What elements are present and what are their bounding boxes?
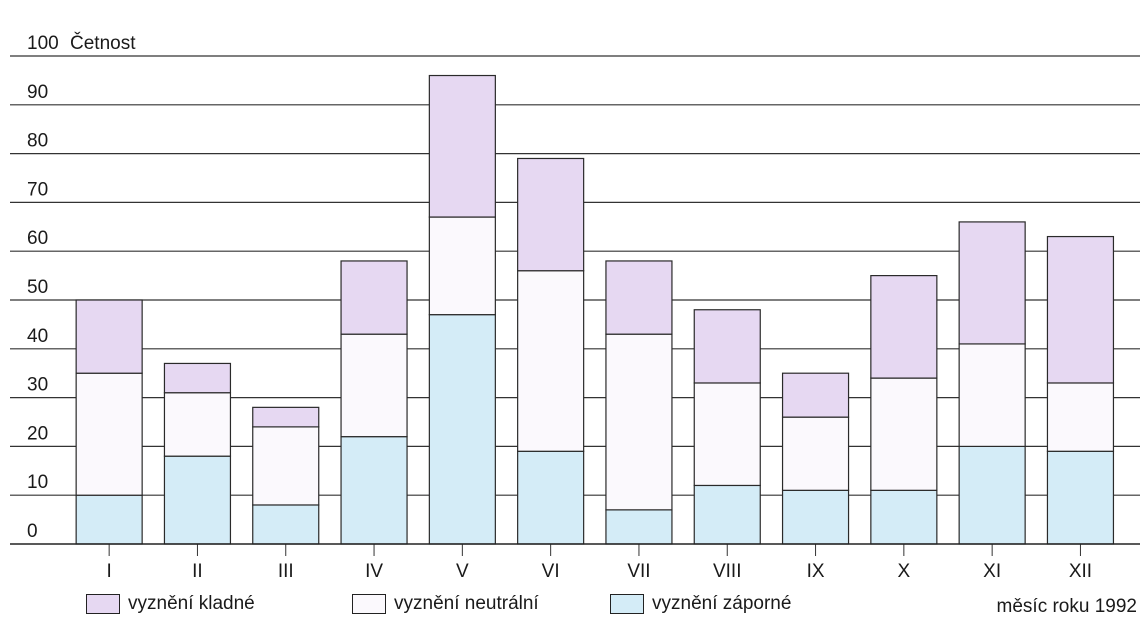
- legend-swatch-positive: [86, 594, 120, 614]
- bar-segment-XII-s1: [1046, 382, 1115, 452]
- bar-segment-X-s2: [870, 275, 938, 379]
- bar-segment-VII-s0: [605, 509, 673, 545]
- bar-segment-IX-s2: [781, 372, 850, 418]
- x-tick-label-I: I: [107, 561, 112, 582]
- y-tick-label-0: 0: [27, 521, 38, 542]
- bar-segment-III-s2: [252, 406, 320, 428]
- bar-segment-VIII-s0: [693, 484, 761, 545]
- bar-segment-XI-s2: [958, 221, 1026, 345]
- bar-segment-VI-s1: [517, 270, 585, 452]
- bar-segment-X-s0: [870, 489, 938, 545]
- x-tick-label-XI: XI: [983, 561, 1001, 582]
- bar-segment-I-s2: [75, 299, 143, 374]
- x-tick-label-VI: VI: [542, 561, 560, 582]
- legend-item-neutral: vyznění neutrální: [352, 590, 539, 618]
- y-tick-label-100: 100: [27, 33, 59, 54]
- y-tick-label-90: 90: [27, 82, 48, 103]
- bar-segment-II-s2: [163, 362, 232, 394]
- bar-segment-IV-s2: [340, 260, 408, 335]
- bar-segment-XI-s0: [958, 445, 1026, 545]
- bar-segment-I-s0: [75, 494, 143, 545]
- bar-segment-IV-s1: [340, 333, 408, 438]
- bar-segment-VII-s2: [605, 260, 673, 335]
- x-tick-label-VIII: VIII: [713, 561, 742, 582]
- legend-item-negative: vyznění záporné: [610, 590, 791, 618]
- legend-item-positive: vyznění kladné: [86, 590, 255, 618]
- y-axis-title: Četnost: [70, 32, 136, 54]
- bar-segment-XII-s0: [1046, 450, 1115, 545]
- x-tick-label-II: II: [192, 561, 203, 582]
- y-tick-label-70: 70: [27, 179, 48, 200]
- y-tick-label-10: 10: [27, 472, 48, 493]
- y-tick-label-20: 20: [27, 423, 48, 444]
- bar-segment-V-s0: [428, 314, 496, 545]
- bar-segment-IV-s0: [340, 436, 408, 545]
- x-tick-label-IX: IX: [807, 561, 825, 582]
- bar-segment-V-s1: [428, 216, 496, 316]
- y-tick-label-50: 50: [27, 277, 48, 298]
- x-tick-label-III: III: [278, 561, 294, 582]
- x-tick-label-IV: IV: [365, 561, 383, 582]
- legend-swatch-negative: [610, 594, 644, 614]
- bar-segment-VIII-s2: [693, 309, 761, 384]
- legend-swatch-neutral: [352, 594, 386, 614]
- y-tick-label-30: 30: [27, 375, 48, 396]
- bar-segment-X-s1: [870, 377, 938, 491]
- legend-label-negative: vyznění záporné: [652, 593, 792, 614]
- bar-segment-XI-s1: [958, 343, 1026, 448]
- bar-segment-VI-s2: [517, 157, 585, 272]
- bar-segment-XII-s2: [1046, 235, 1115, 384]
- x-tick-label-V: V: [456, 561, 469, 582]
- bar-segment-VIII-s1: [693, 382, 761, 487]
- legend-label-neutral: vyznění neutrální: [394, 593, 539, 614]
- x-tick-label-X: X: [898, 561, 911, 582]
- bar-segment-V-s2: [428, 74, 496, 218]
- bar-segment-VII-s1: [605, 333, 673, 511]
- legend-label-positive: vyznění kladné: [128, 593, 255, 614]
- bar-segment-IX-s0: [781, 489, 850, 545]
- y-tick-label-60: 60: [27, 228, 48, 249]
- bar-segment-III-s0: [252, 504, 320, 545]
- bar-segment-VI-s0: [517, 450, 585, 545]
- x-tick-label-XII: XII: [1069, 561, 1092, 582]
- x-tick-label-VII: VII: [627, 561, 650, 582]
- bar-segment-IX-s1: [781, 416, 850, 491]
- y-tick-label-80: 80: [27, 131, 48, 152]
- bar-segment-II-s0: [163, 455, 232, 545]
- bar-segment-I-s1: [75, 372, 143, 496]
- y-tick-label-40: 40: [27, 326, 48, 347]
- bar-segment-III-s1: [252, 426, 320, 506]
- bar-segment-II-s1: [163, 392, 232, 457]
- x-axis-title: měsíc roku 1992: [997, 596, 1137, 617]
